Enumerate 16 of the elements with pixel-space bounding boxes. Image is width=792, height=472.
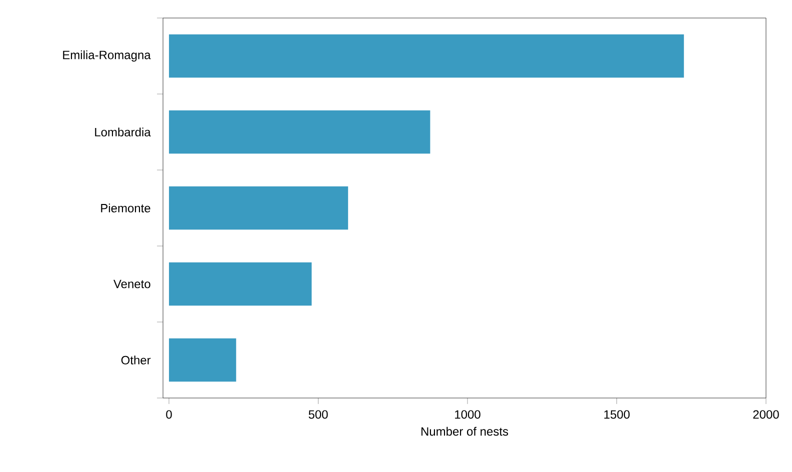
x-tick-label: 2000 <box>753 410 779 419</box>
y-tick-label: Piemonte <box>101 204 150 212</box>
bar <box>168 338 236 382</box>
bar <box>168 262 312 306</box>
y-tick-label: Veneto <box>113 280 150 288</box>
bar <box>168 110 430 154</box>
x-tick-label: 1000 <box>455 410 480 419</box>
bar <box>168 34 684 78</box>
y-tick-label: Lombardia <box>95 128 151 136</box>
y-tick-label: Other <box>121 356 151 364</box>
x-tick-label: 1500 <box>604 410 630 419</box>
x-tick-label: 0 <box>166 410 172 419</box>
x-axis-title: Number of nests <box>421 426 508 436</box>
bar <box>168 186 348 230</box>
x-tick-label: 500 <box>308 410 328 419</box>
y-tick-label: Emilia-Romagna <box>63 50 151 62</box>
